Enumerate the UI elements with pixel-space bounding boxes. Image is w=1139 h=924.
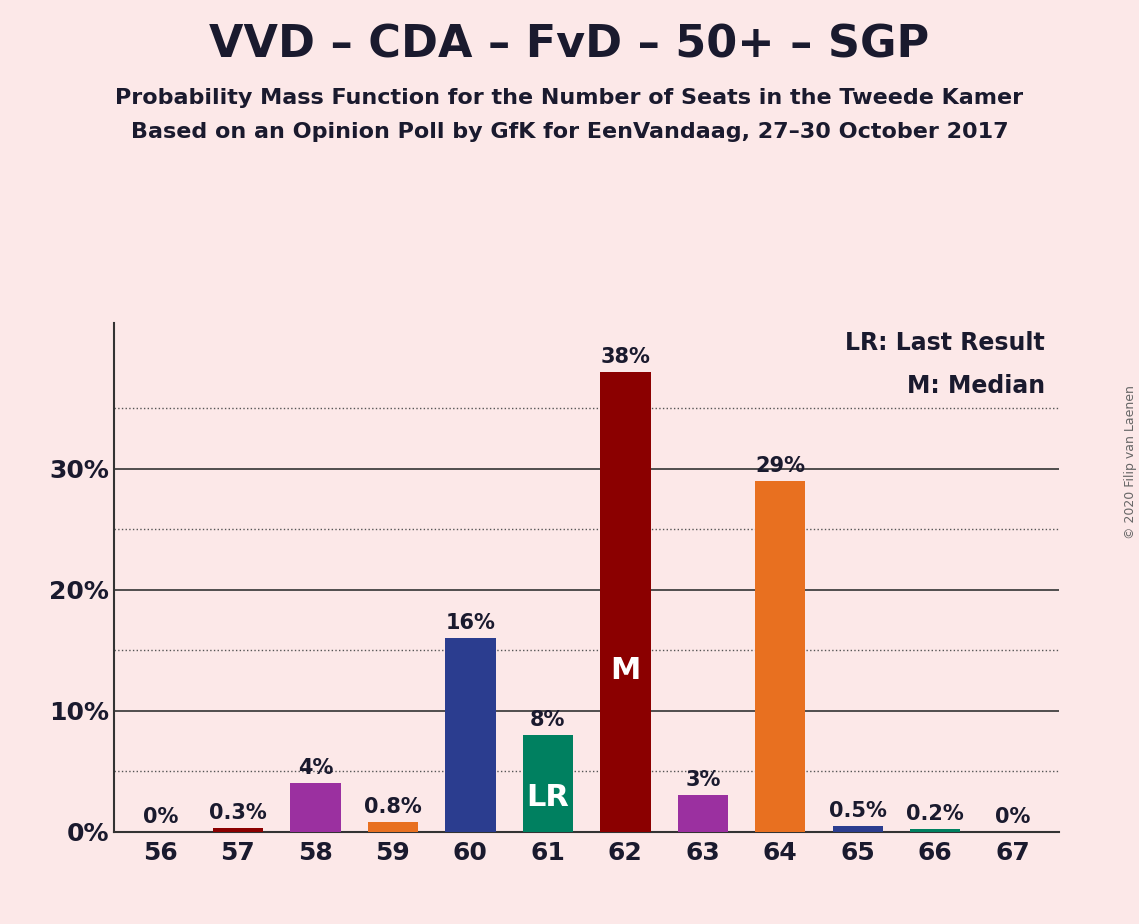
Text: 29%: 29% (755, 456, 805, 476)
Bar (445, 638, 495, 832)
Text: 16%: 16% (445, 614, 495, 633)
Text: Probability Mass Function for the Number of Seats in the Tweede Kamer: Probability Mass Function for the Number… (115, 88, 1024, 108)
Text: 4%: 4% (297, 759, 333, 778)
Bar (678, 796, 728, 832)
Text: Based on an Opinion Poll by GfK for EenVandaag, 27–30 October 2017: Based on an Opinion Poll by GfK for EenV… (131, 122, 1008, 142)
Text: VVD – CDA – FvD – 50+ – SGP: VVD – CDA – FvD – 50+ – SGP (210, 23, 929, 67)
Text: 0.2%: 0.2% (907, 804, 964, 824)
Text: 0.5%: 0.5% (829, 801, 887, 821)
Text: © 2020 Filip van Laenen: © 2020 Filip van Laenen (1124, 385, 1137, 539)
Text: 0%: 0% (142, 807, 178, 827)
Bar (290, 784, 341, 832)
Text: 38%: 38% (600, 346, 650, 367)
Text: M: M (611, 656, 640, 686)
Bar (600, 371, 650, 832)
Bar (755, 480, 805, 832)
Text: LR: LR (526, 784, 570, 812)
Bar (213, 828, 263, 832)
Text: 0.3%: 0.3% (210, 803, 267, 823)
Text: 3%: 3% (686, 771, 721, 790)
Bar (833, 825, 883, 832)
Text: M: Median: M: Median (907, 374, 1046, 398)
Bar (523, 735, 573, 832)
Text: 0.8%: 0.8% (364, 797, 421, 817)
Bar (368, 822, 418, 832)
Bar (910, 829, 960, 832)
Text: 0%: 0% (995, 807, 1031, 827)
Text: 8%: 8% (530, 710, 566, 730)
Text: LR: Last Result: LR: Last Result (845, 331, 1046, 355)
